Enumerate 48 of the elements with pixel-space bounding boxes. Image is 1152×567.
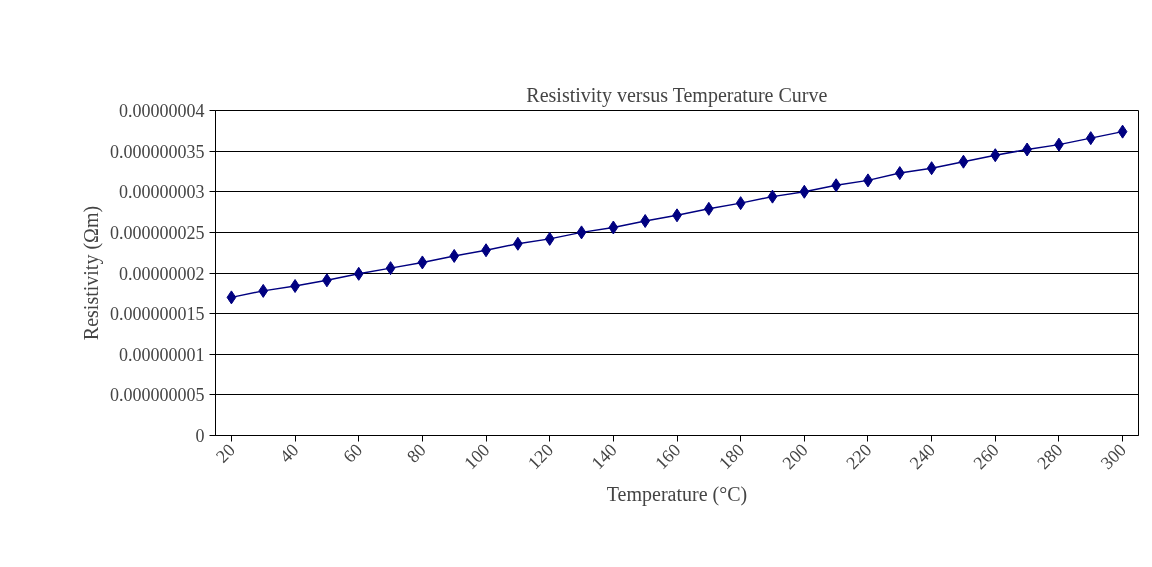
x-tick-label: 180: [714, 439, 749, 474]
point: [576, 225, 587, 240]
x-tick-label: 80: [402, 439, 430, 467]
point: [926, 161, 937, 176]
x-tick-label: 140: [587, 439, 621, 474]
y-axis-title: Resistivity (Ωm): [80, 205, 103, 341]
point: [226, 290, 237, 305]
point: [799, 184, 810, 199]
x-tick-label: 260: [969, 439, 1003, 474]
x-tick-label: 120: [523, 439, 558, 474]
y-tick-label: 0.00000003: [119, 182, 205, 203]
point: [417, 255, 428, 270]
x-tick-label: 280: [1033, 439, 1067, 474]
x-tick-label: 100: [460, 439, 494, 474]
x-tick-label: 200: [778, 439, 812, 474]
x-tick-label: 240: [905, 439, 940, 474]
point: [258, 283, 269, 298]
y-tick-label: 0.000000025: [110, 222, 205, 243]
x-tick-label: 300: [1096, 439, 1131, 474]
x-tick-label: 20: [211, 439, 239, 467]
point: [290, 279, 300, 293]
chart-title: Resistivity versus Temperature Curve: [526, 83, 828, 107]
point: [990, 148, 1001, 163]
x-tick-label: 160: [651, 439, 685, 474]
x-axis-title: Temperature (°C): [606, 482, 748, 506]
y-tick-label: 0.00000004: [119, 101, 205, 121]
point: [608, 220, 619, 235]
point: [640, 214, 651, 228]
y-tick-label: 0.000000035: [110, 141, 205, 162]
point: [703, 201, 714, 216]
point: [894, 166, 905, 181]
point: [544, 231, 555, 246]
x-tick-label: 60: [339, 439, 367, 467]
point: [735, 196, 746, 211]
y-tick-label: 0.000000005: [110, 385, 205, 406]
y-tick-label: 0.00000002: [119, 263, 205, 284]
point: [385, 261, 396, 276]
y-tick-label: 0: [195, 426, 205, 446]
y-tick-label: 0.00000001: [119, 344, 205, 365]
point: [449, 248, 460, 263]
x-tick-label: 220: [842, 439, 876, 474]
point: [958, 154, 969, 169]
x-tick-label: 40: [275, 439, 303, 467]
point: [1117, 124, 1128, 139]
point: [767, 189, 778, 204]
point: [353, 266, 364, 281]
y-tick-label: 0.000000015: [110, 304, 205, 325]
point: [1085, 131, 1096, 146]
